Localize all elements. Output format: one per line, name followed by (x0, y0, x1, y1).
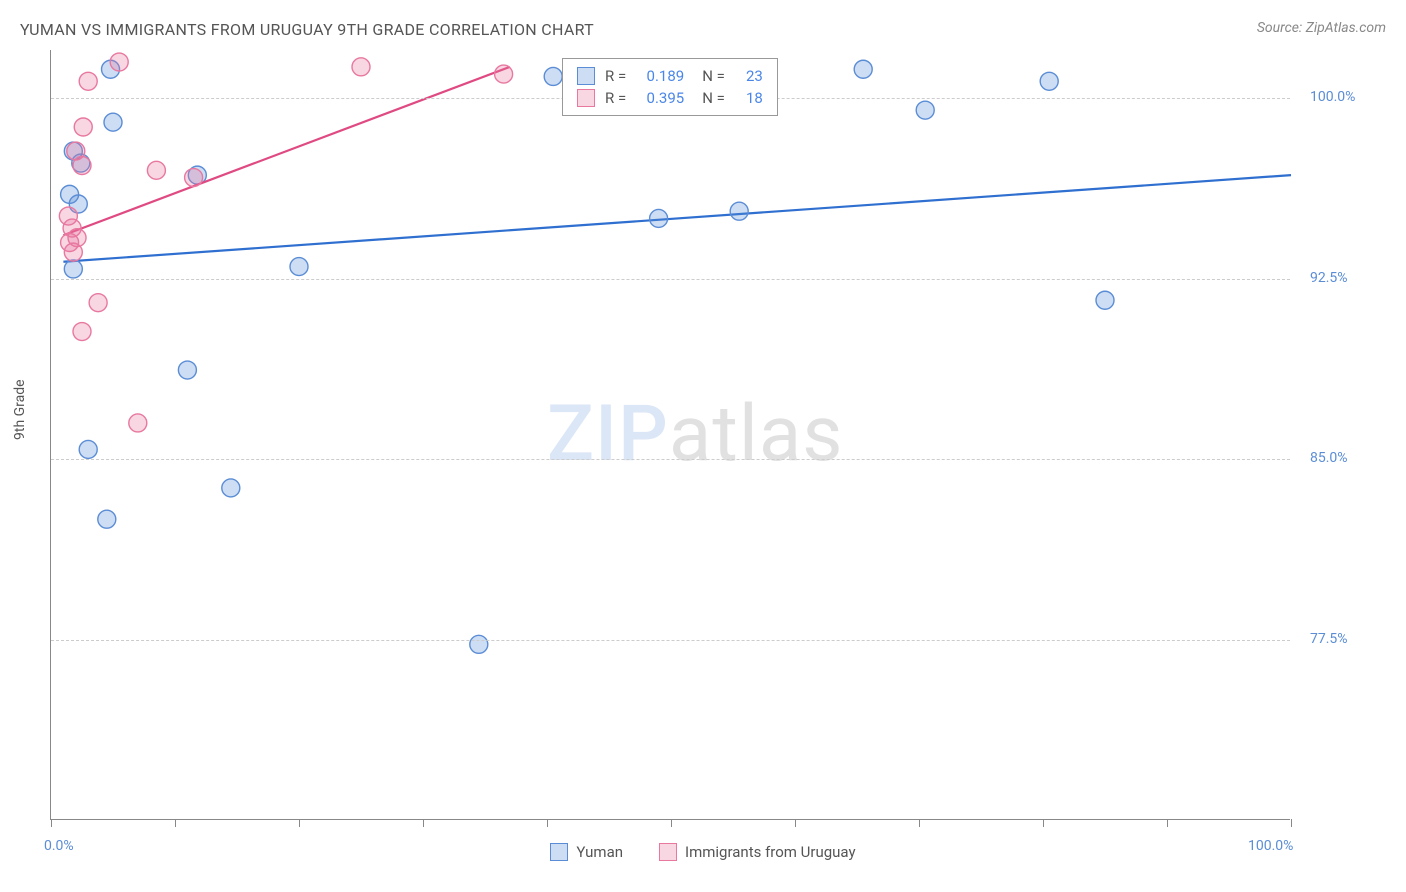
x-tick-label: 100.0% (1248, 838, 1293, 854)
data-point (110, 53, 128, 71)
stats-row: R = 0.189 N = 23 (577, 65, 763, 87)
data-point (89, 294, 107, 312)
plot-area: ZIPatlas (50, 50, 1290, 820)
data-point (104, 113, 122, 131)
x-tick (175, 819, 176, 827)
series-legend: Yuman Immigrants from Uruguay (0, 843, 1406, 861)
n-label: N = (702, 89, 725, 107)
legend-swatch (550, 843, 568, 861)
data-point (147, 161, 165, 179)
data-point (290, 258, 308, 276)
x-tick (423, 819, 424, 827)
x-tick (1291, 819, 1292, 827)
x-tick-label: 0.0% (44, 838, 74, 854)
x-tick (299, 819, 300, 827)
data-point (470, 635, 488, 653)
y-tick-label: 100.0% (1310, 89, 1355, 105)
r-value: 0.189 (636, 67, 684, 85)
n-label: N = (702, 67, 725, 85)
legend-swatch (577, 67, 595, 85)
r-label: R = (605, 67, 626, 85)
r-value: 0.395 (636, 89, 684, 107)
data-point (98, 510, 116, 528)
y-tick-label: 85.0% (1310, 450, 1348, 466)
y-tick-label: 92.5% (1310, 270, 1348, 286)
x-tick (1167, 819, 1168, 827)
data-point (185, 169, 203, 187)
gridline-h (51, 640, 1290, 641)
data-point (1096, 291, 1114, 309)
x-tick (671, 819, 672, 827)
data-point (73, 323, 91, 341)
plot-svg (51, 50, 1290, 819)
x-tick (51, 819, 52, 827)
data-point (854, 60, 872, 78)
legend-swatch (659, 843, 677, 861)
data-point (544, 67, 562, 85)
data-point (916, 101, 934, 119)
stats-row: R = 0.395 N = 18 (577, 87, 763, 109)
data-point (178, 361, 196, 379)
data-point (64, 260, 82, 278)
gridline-h (51, 459, 1290, 460)
data-point (730, 202, 748, 220)
legend-label: Yuman (576, 843, 623, 861)
legend-item: Immigrants from Uruguay (659, 843, 856, 861)
data-point (495, 65, 513, 83)
n-value: 18 (735, 89, 763, 107)
legend-item: Yuman (550, 843, 623, 861)
data-point (74, 118, 92, 136)
data-point (79, 440, 97, 458)
source-label: Source: ZipAtlas.com (1257, 20, 1386, 36)
r-label: R = (605, 89, 626, 107)
data-point (73, 157, 91, 175)
data-point (650, 209, 668, 227)
x-tick (1043, 819, 1044, 827)
legend-label: Immigrants from Uruguay (685, 843, 856, 861)
y-axis-label: 9th Grade (12, 379, 28, 440)
chart-title: YUMAN VS IMMIGRANTS FROM URUGUAY 9TH GRA… (20, 20, 594, 39)
x-tick (919, 819, 920, 827)
gridline-h (51, 279, 1290, 280)
trend-line (63, 175, 1291, 262)
data-point (222, 479, 240, 497)
x-tick (547, 819, 548, 827)
n-value: 23 (735, 67, 763, 85)
data-point (129, 414, 147, 432)
y-tick-label: 77.5% (1310, 631, 1348, 647)
data-point (64, 243, 82, 261)
x-tick (795, 819, 796, 827)
legend-swatch (577, 89, 595, 107)
trend-line (63, 67, 509, 235)
stats-legend: R = 0.189 N = 23 R = 0.395 N = 18 (562, 58, 778, 116)
data-point (352, 58, 370, 76)
data-point (79, 72, 97, 90)
data-point (1040, 72, 1058, 90)
